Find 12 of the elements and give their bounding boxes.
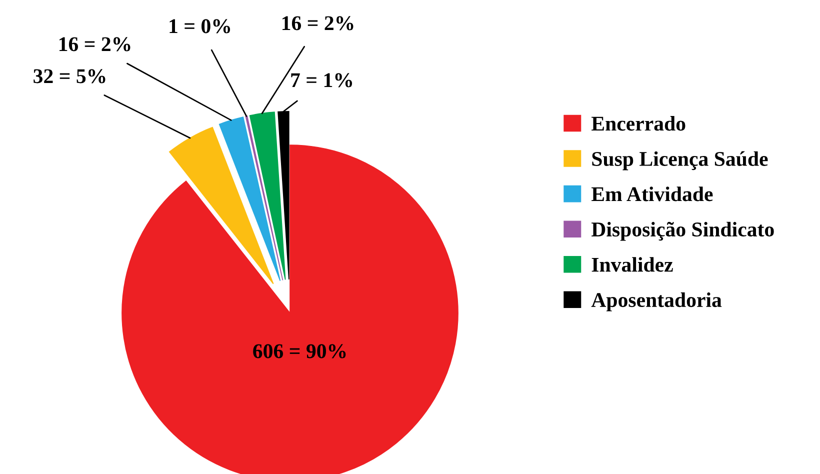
- data-label: 32 = 5%: [34, 69, 106, 84]
- data-label: 606 = 90%: [253, 344, 346, 358]
- data-label: 7 = 1%: [291, 73, 352, 88]
- legend-label: Aposentadoria: [591, 292, 722, 312]
- data-label: 16 = 2%: [59, 37, 130, 52]
- data-label: 16 = 2%: [282, 16, 354, 30]
- legend-label: Em Atividade: [591, 186, 713, 202]
- data-label: 1 = 0%: [170, 19, 230, 34]
- legend-label: Invalidez: [592, 257, 673, 272]
- legend-label: Susp Licença Saúde: [592, 151, 768, 170]
- legend-label: Disposição Sindicato: [592, 222, 774, 241]
- legend-label: Encerrado: [591, 116, 686, 131]
